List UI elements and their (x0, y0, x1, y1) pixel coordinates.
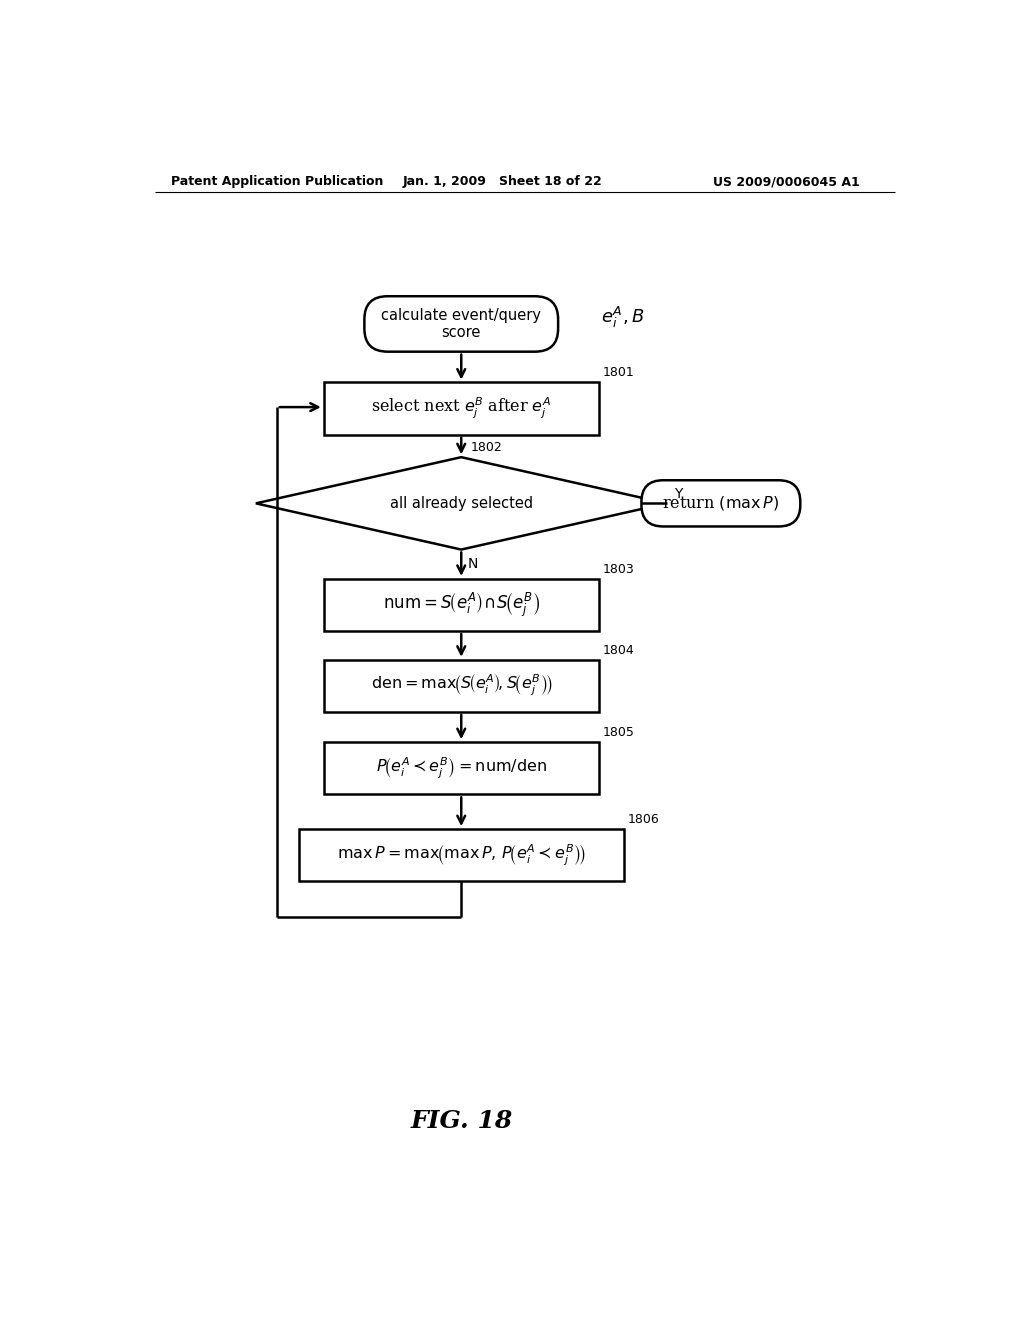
Bar (324, 742, 599, 795)
Text: all already selected: all already selected (390, 496, 532, 511)
Text: 1806: 1806 (628, 813, 659, 826)
Bar (324, 383, 599, 434)
Text: $\mathrm{num} = S\!\left(e_i^A\right)\!\cap\! S\!\left(e_j^B\right)$: $\mathrm{num} = S\!\left(e_i^A\right)\!\… (383, 591, 540, 619)
Text: Y: Y (675, 487, 683, 502)
Text: FIG. 18: FIG. 18 (411, 1109, 512, 1133)
Text: $P\!\left(e_i^A \prec e_j^B\right) = \mathrm{num/den}$: $P\!\left(e_i^A \prec e_j^B\right) = \ma… (376, 755, 547, 781)
Text: select next $e_j^B$ after $e_j^A$: select next $e_j^B$ after $e_j^A$ (371, 396, 552, 421)
Text: 1803: 1803 (603, 562, 635, 576)
Text: Patent Application Publication: Patent Application Publication (171, 176, 383, 189)
FancyBboxPatch shape (641, 480, 801, 527)
Bar (324, 660, 599, 711)
Text: Jan. 1, 2009   Sheet 18 of 22: Jan. 1, 2009 Sheet 18 of 22 (403, 176, 603, 189)
Bar (324, 578, 599, 631)
Bar (299, 829, 624, 882)
Text: 1802: 1802 (471, 441, 503, 454)
Text: $\mathrm{max}\,P = \mathrm{max}\!\left(\mathrm{max}\,P,\, P\!\left(e_i^A \prec e: $\mathrm{max}\,P = \mathrm{max}\!\left(\… (337, 842, 586, 867)
Text: calculate event/query
score: calculate event/query score (381, 308, 542, 341)
Text: return $\left(\mathrm{max}\, P\right)$: return $\left(\mathrm{max}\, P\right)$ (663, 495, 779, 512)
Polygon shape (256, 457, 667, 549)
Text: N: N (467, 557, 478, 572)
FancyBboxPatch shape (365, 296, 558, 351)
Text: 1805: 1805 (603, 726, 635, 739)
Text: $e_i^A, B$: $e_i^A, B$ (601, 305, 644, 330)
Text: US 2009/0006045 A1: US 2009/0006045 A1 (713, 176, 860, 189)
Text: $\mathrm{den} = \mathrm{max}\!\left(S\!\left(e_i^A\right)\!,S\!\left(e_j^B\right: $\mathrm{den} = \mathrm{max}\!\left(S\!\… (371, 673, 552, 698)
Text: 1801: 1801 (603, 367, 635, 379)
Text: 1804: 1804 (603, 644, 635, 656)
